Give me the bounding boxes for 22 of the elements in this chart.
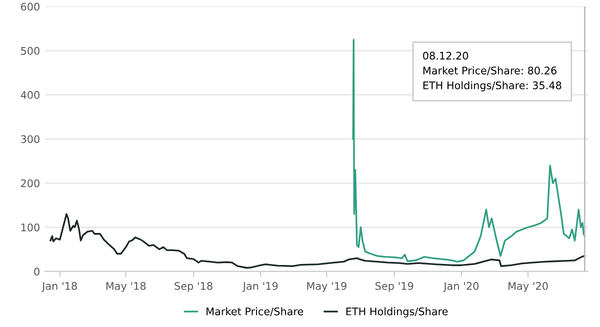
x-tick-label: Jan '18	[42, 282, 77, 292]
x-tick-label: May '18	[106, 282, 146, 292]
legend-label: ETH Holdings/Share	[346, 307, 448, 318]
x-tick-label: May '19	[307, 282, 346, 292]
y-tick-label: 300	[21, 135, 40, 144]
y-tick-label: 400	[20, 91, 40, 99]
x-tick-label: Sep '18	[174, 282, 212, 292]
y-tick-label: 500	[21, 46, 40, 55]
x-tick-label: Sep '19	[376, 282, 414, 292]
annotation: Market Price/Share: 80.26	[423, 66, 556, 76]
x-tick-label: Jan '19	[242, 282, 278, 292]
line-series	[50, 213, 586, 269]
y-tick-label: 100	[21, 223, 40, 232]
legend-label: Market Price/Share	[206, 307, 304, 316]
annotation: ETH Holdings/Share: 35.48	[423, 81, 562, 92]
line-series	[352, 38, 586, 263]
y-tick-label: 0	[34, 268, 40, 276]
y-tick-label: 600	[20, 2, 40, 11]
x-tick-label: Jan '20	[443, 282, 479, 292]
annotation: 08.12.20	[423, 52, 468, 60]
x-tick-label: May '20	[508, 282, 548, 292]
y-tick-label: 200	[21, 179, 40, 188]
